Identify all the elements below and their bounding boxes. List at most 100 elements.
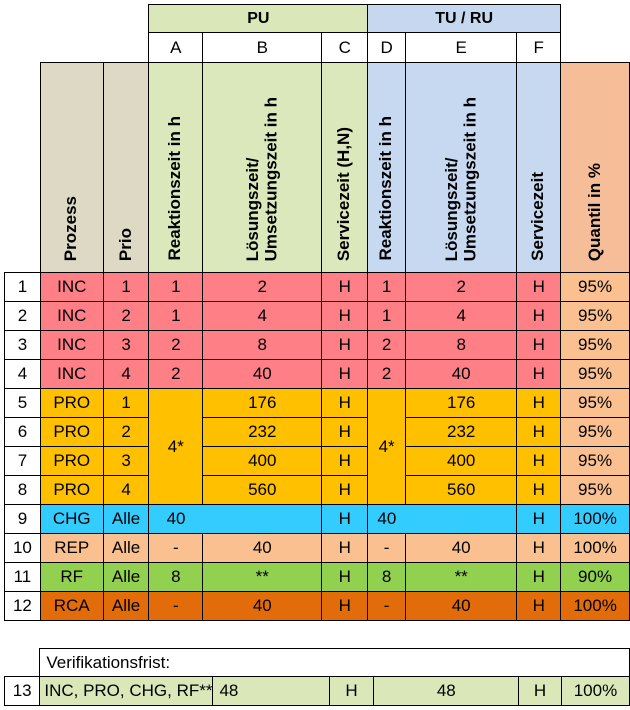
row-number: 11 (4, 562, 41, 592)
row-number: 9 (4, 504, 41, 534)
cell-a: 2 (148, 330, 204, 360)
cell-d: 2 (367, 359, 407, 389)
cell-e: 560 (405, 475, 518, 505)
table-row: 11 RF Alle 8 ** H 8 ** H 90% (4, 562, 630, 592)
header-servicezeit-tu: Servicezeit (516, 62, 562, 273)
group-header-tu: TU / RU (367, 4, 562, 33)
cell-d: - (367, 591, 407, 621)
column-letter: A (148, 32, 204, 63)
cell-f: H (516, 417, 562, 447)
table-row: 1 INC 1 1 2 H 1 2 H 95% (4, 272, 630, 302)
cell-a: 1 (148, 272, 204, 302)
cell-a: 4* (148, 388, 204, 505)
cell-b: 48 (212, 676, 330, 706)
cell-prio: 1 (102, 272, 150, 302)
table-row: 4 INC 4 2 40 H 2 40 H 95% (4, 359, 630, 389)
cell-prio: Alle (102, 533, 150, 563)
cell-f: H (516, 533, 562, 563)
row-number: 4 (4, 359, 41, 389)
cell-d: 2 (367, 330, 407, 360)
cell-c: H (321, 417, 369, 447)
table-row: 3 INC 3 2 8 H 2 8 H 95% (4, 330, 630, 360)
cell-c: H (321, 475, 369, 505)
cell-f: H (516, 591, 562, 621)
cell-quantil: 100% (560, 504, 630, 534)
sla-table: PU TU / RU A B C D E F Prozess Prio Reak… (4, 4, 630, 621)
table-row: 2 INC 2 1 4 H 1 4 H 95% (4, 301, 630, 331)
cell-prozess: PRO (39, 388, 104, 418)
cell-prozess: PRO (39, 475, 104, 505)
cell-b: 8 (202, 330, 323, 360)
cell-prozess: PRO (39, 417, 104, 447)
table-row: 8 PRO 4 560 H 560 H 95% (4, 475, 630, 505)
cell-e: ** (405, 562, 518, 592)
cell-d: 8 (367, 562, 407, 592)
cell-a: 1 (148, 301, 204, 331)
cell-e (405, 504, 518, 534)
cell-b: 2 (202, 272, 323, 302)
cell-f: H (516, 504, 562, 534)
cell-e: 40 (405, 359, 518, 389)
cell-b (202, 504, 323, 534)
cell-c: H (321, 330, 369, 360)
cell-prio: Alle (102, 562, 150, 592)
column-letter: F (516, 32, 562, 63)
row-number: 2 (4, 301, 41, 331)
cell-prio: 2 (102, 301, 150, 331)
cell-a: - (148, 533, 204, 563)
cell-f: H (516, 388, 562, 418)
cell-prio: 3 (102, 446, 150, 476)
table-row: 10 REP Alle - 40 H - 40 H 100% (4, 533, 630, 563)
row-number: 6 (4, 417, 41, 447)
cell-c: H (321, 359, 369, 389)
row-number: 10 (4, 533, 41, 563)
cell-f: H (516, 301, 562, 331)
cell-b: 40 (202, 591, 323, 621)
cell-f: H (516, 446, 562, 476)
cell-c: H (321, 562, 369, 592)
verification-table: Verifikationsfrist: 13 INC, PRO, CHG, RF… (3, 648, 630, 706)
table-row: 5 PRO 1 4* 176 H 4* 176 H 95% (4, 388, 630, 505)
header-quantil: Quantil in % (560, 62, 630, 273)
cell-quantil: 95% (560, 388, 630, 418)
cell-b: 40 (202, 359, 323, 389)
cell-quantil: 95% (560, 475, 630, 505)
cell-prozess: INC, PRO, CHG, RF** (39, 676, 214, 706)
cell-f: H (518, 676, 562, 706)
cell-prozess: PRO (39, 446, 104, 476)
cell-d: 4* (367, 388, 407, 505)
cell-a: 8 (148, 562, 204, 592)
cell-d: 1 (367, 272, 407, 302)
blank-cell (561, 5, 630, 33)
cell-b: 400 (202, 446, 323, 476)
cell-c: H (321, 301, 369, 331)
verification-label: Verifikationsfrist: (39, 648, 630, 677)
cell-e: 40 (405, 591, 518, 621)
header-loesungszeit-tu: Lösungszeit/Umsetzungszeit in h (405, 62, 518, 273)
cell-prio: Alle (102, 504, 150, 534)
cell-d: 1 (367, 301, 407, 331)
cell-c: H (321, 504, 369, 534)
cell-quantil: 95% (560, 417, 630, 447)
table-row: 12 RCA Alle - 40 H - 40 H 100% (4, 591, 630, 621)
cell-e: 4 (405, 301, 518, 331)
cell-e: 40 (405, 533, 518, 563)
cell-prozess: INC (39, 301, 104, 331)
blank-cell (5, 33, 149, 63)
cell-quantil: 95% (560, 272, 630, 302)
cell-b: ** (202, 562, 323, 592)
cell-prozess: RF (39, 562, 104, 592)
header-servicezeit-pu: Servicezeit (H,N) (321, 62, 369, 273)
cell-quantil: 95% (560, 301, 630, 331)
cell-b: 40 (202, 533, 323, 563)
cell-c: H (321, 446, 369, 476)
cell-f: H (516, 359, 562, 389)
blank-cell (5, 649, 40, 677)
cell-prio: Alle (102, 591, 150, 621)
cell-prozess: RCA (39, 591, 104, 621)
cell-b: 560 (202, 475, 323, 505)
cell-e: 48 (373, 676, 520, 706)
cell-b: 176 (202, 388, 323, 418)
cell-e: 8 (405, 330, 518, 360)
cell-c: H (321, 272, 369, 302)
